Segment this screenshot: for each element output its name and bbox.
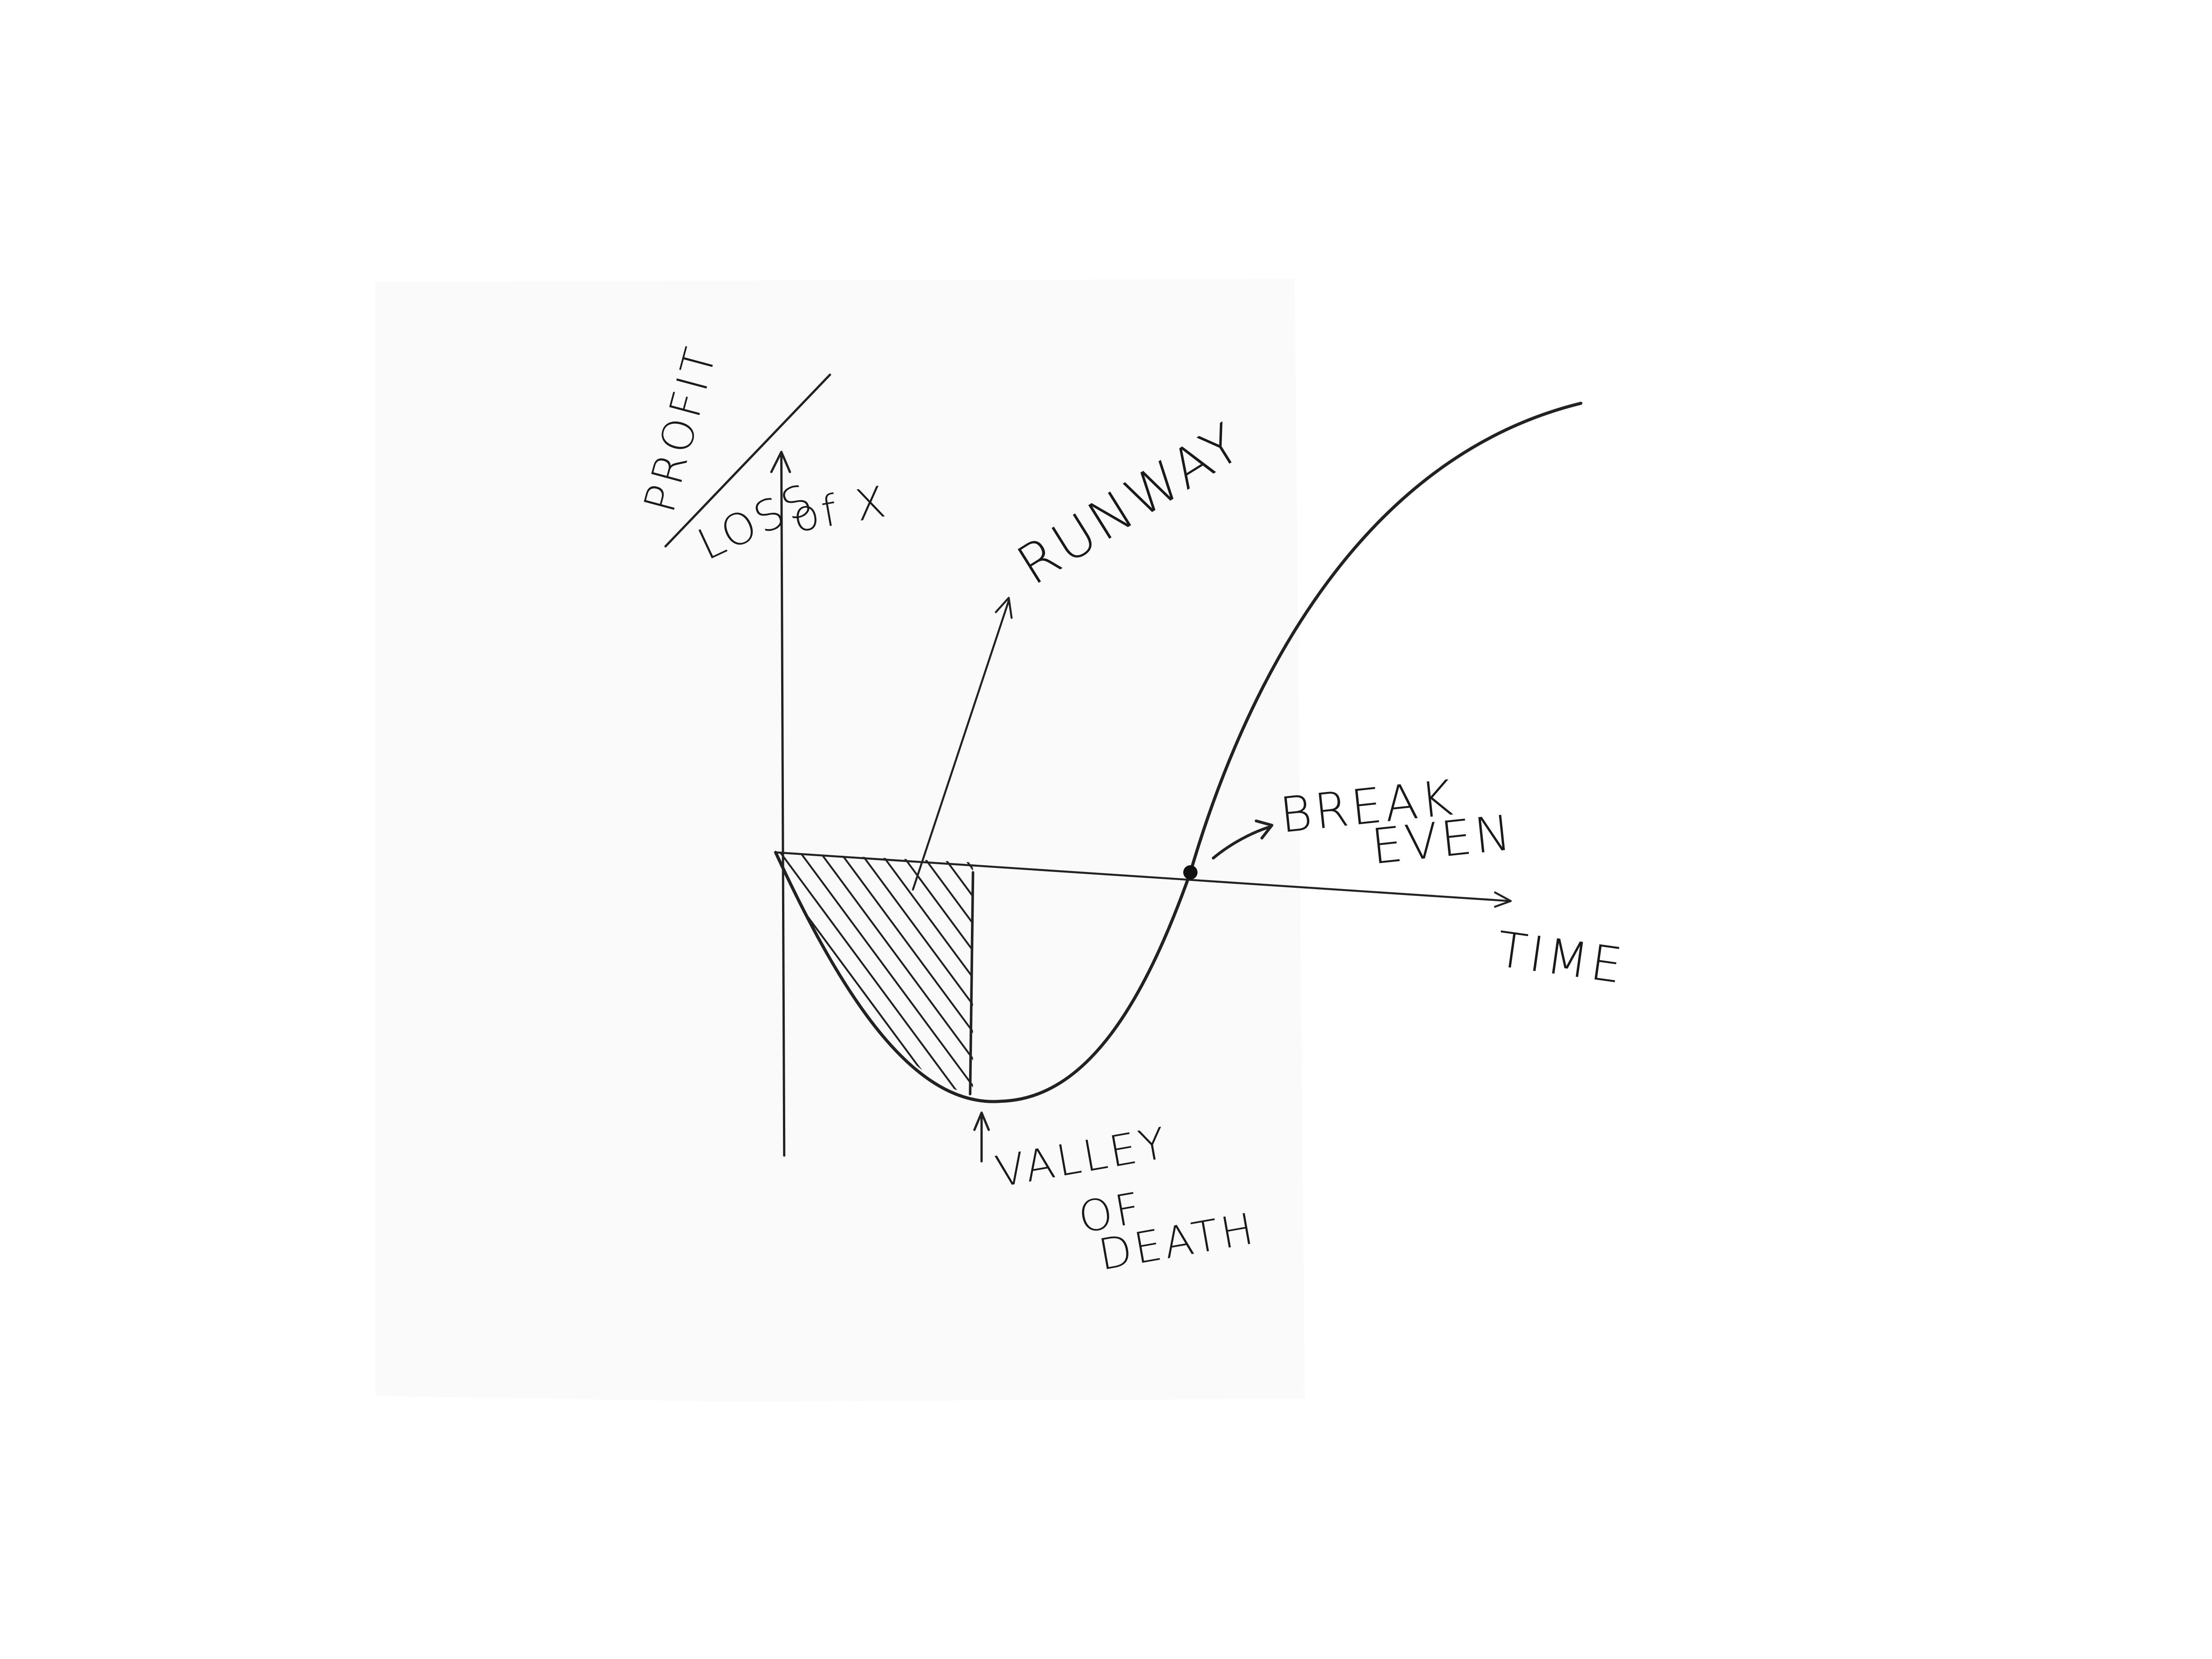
hatch-line <box>892 852 973 1094</box>
y-axis <box>780 454 786 1157</box>
break-even-point <box>1183 865 1198 880</box>
hatch-line <box>775 852 973 1094</box>
hatch-line <box>775 852 973 1094</box>
hatch-line <box>872 852 973 1094</box>
runway-arrow <box>912 596 1013 891</box>
x-axis <box>774 851 1510 902</box>
hatch-line <box>832 852 973 1094</box>
y-axis-arrow <box>770 450 791 473</box>
valley-arrow <box>973 1111 990 1162</box>
hatch-line <box>812 852 973 1094</box>
paper <box>375 279 1305 1402</box>
hatch-line <box>852 852 973 1094</box>
hatch-line <box>912 852 973 1094</box>
hatch-line <box>792 852 973 1094</box>
x-axis-arrow <box>1494 891 1512 908</box>
break-even-arrow <box>1212 819 1274 860</box>
fraction-bar <box>664 373 831 548</box>
profit-curve <box>774 402 1583 1103</box>
valley-label: OF <box>1075 1183 1147 1243</box>
x-axis-label: TIME <box>1493 921 1628 995</box>
